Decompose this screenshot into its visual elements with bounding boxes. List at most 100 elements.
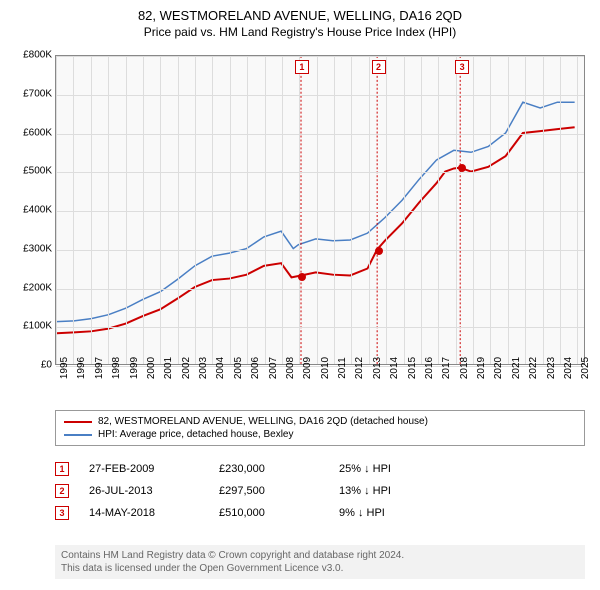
gridline-v bbox=[195, 56, 196, 364]
x-axis-label: 2014 bbox=[389, 357, 400, 379]
sale-price: £510,000 bbox=[219, 507, 339, 519]
gridline-v bbox=[126, 56, 127, 364]
gridline-v bbox=[351, 56, 352, 364]
gridline-v bbox=[56, 56, 57, 364]
sale-date: 14-MAY-2018 bbox=[89, 507, 219, 519]
legend-swatch-hpi bbox=[64, 434, 92, 436]
sale-date: 26-JUL-2013 bbox=[89, 485, 219, 497]
x-axis-label: 1998 bbox=[111, 357, 122, 379]
sale-price: £297,500 bbox=[219, 485, 339, 497]
gridline-v bbox=[265, 56, 266, 364]
x-axis-label: 2003 bbox=[198, 357, 209, 379]
y-axis-label: £500K bbox=[7, 166, 52, 177]
gridline-v bbox=[317, 56, 318, 364]
sale-price: £230,000 bbox=[219, 463, 339, 475]
gridline-v bbox=[525, 56, 526, 364]
gridline-v bbox=[404, 56, 405, 364]
gridline-v bbox=[299, 56, 300, 364]
attribution-footer: Contains HM Land Registry data © Crown c… bbox=[55, 545, 585, 579]
footer-line-1: Contains HM Land Registry data © Crown c… bbox=[61, 549, 579, 562]
x-axis-label: 2005 bbox=[233, 357, 244, 379]
sale-row: 314-MAY-2018£510,0009% ↓ HPI bbox=[55, 502, 585, 524]
y-axis-label: £300K bbox=[7, 243, 52, 254]
sale-diff: 13% ↓ HPI bbox=[339, 485, 459, 497]
x-axis-label: 2006 bbox=[250, 357, 261, 379]
x-axis-label: 2017 bbox=[441, 357, 452, 379]
sale-diff: 25% ↓ HPI bbox=[339, 463, 459, 475]
marker-dot bbox=[298, 273, 306, 281]
gridline-v bbox=[490, 56, 491, 364]
x-axis-label: 2018 bbox=[459, 357, 470, 379]
gridline-v bbox=[73, 56, 74, 364]
gridline-h bbox=[56, 289, 584, 290]
legend-row-property: 82, WESTMORELAND AVENUE, WELLING, DA16 2… bbox=[64, 415, 576, 428]
gridline-v bbox=[543, 56, 544, 364]
gridline-v bbox=[560, 56, 561, 364]
marker-dot bbox=[375, 247, 383, 255]
gridline-h bbox=[56, 95, 584, 96]
legend-row-hpi: HPI: Average price, detached house, Bexl… bbox=[64, 428, 576, 441]
gridline-v bbox=[369, 56, 370, 364]
legend-label-hpi: HPI: Average price, detached house, Bexl… bbox=[98, 429, 294, 440]
sale-row: 2 26-JUL-2013£297,50013% ↓ HPI bbox=[55, 480, 585, 502]
marker-box: 3 bbox=[455, 60, 469, 74]
gridline-h bbox=[56, 134, 584, 135]
marker-box: 2 bbox=[372, 60, 386, 74]
gridline-h bbox=[56, 56, 584, 57]
x-axis-label: 2010 bbox=[320, 357, 331, 379]
x-axis-label: 2015 bbox=[407, 357, 418, 379]
y-axis-label: £700K bbox=[7, 88, 52, 99]
chart-svg bbox=[56, 56, 584, 364]
x-axis-label: 1999 bbox=[129, 357, 140, 379]
gridline-v bbox=[334, 56, 335, 364]
sale-date: 27-FEB-2009 bbox=[89, 463, 219, 475]
x-axis-label: 1997 bbox=[94, 357, 105, 379]
marker-dot bbox=[458, 164, 466, 172]
x-axis-label: 2001 bbox=[163, 357, 174, 379]
x-axis-label: 1995 bbox=[59, 357, 70, 379]
gridline-v bbox=[160, 56, 161, 364]
gridline-v bbox=[230, 56, 231, 364]
legend-swatch-property bbox=[64, 421, 92, 423]
gridline-v bbox=[282, 56, 283, 364]
x-axis-label: 2002 bbox=[181, 357, 192, 379]
x-axis-label: 2019 bbox=[476, 357, 487, 379]
gridline-v bbox=[247, 56, 248, 364]
footer-line-2: This data is licensed under the Open Gov… bbox=[61, 562, 579, 575]
y-axis-label: £200K bbox=[7, 282, 52, 293]
x-axis-label: 2021 bbox=[511, 357, 522, 379]
legend: 82, WESTMORELAND AVENUE, WELLING, DA16 2… bbox=[55, 410, 585, 446]
gridline-v bbox=[386, 56, 387, 364]
x-axis-label: 2000 bbox=[146, 357, 157, 379]
x-axis-label: 2007 bbox=[268, 357, 279, 379]
gridline-v bbox=[438, 56, 439, 364]
x-axis-label: 2024 bbox=[563, 357, 574, 379]
gridline-v bbox=[143, 56, 144, 364]
gridline-v bbox=[421, 56, 422, 364]
chart-subtitle: Price paid vs. HM Land Registry's House … bbox=[0, 23, 600, 39]
gridline-v bbox=[178, 56, 179, 364]
gridline-v bbox=[91, 56, 92, 364]
gridline-h bbox=[56, 250, 584, 251]
y-axis-label: £800K bbox=[7, 50, 52, 61]
x-axis-label: 2023 bbox=[546, 357, 557, 379]
x-axis-label: 2011 bbox=[337, 357, 348, 379]
y-axis-label: £400K bbox=[7, 205, 52, 216]
sale-row: 1 27-FEB-2009£230,00025% ↓ HPI bbox=[55, 458, 585, 480]
gridline-h bbox=[56, 327, 584, 328]
sales-table: 1 27-FEB-2009£230,00025% ↓ HPI 2 26-JUL-201… bbox=[55, 458, 585, 524]
chart-plot-area: 1 2 3 bbox=[55, 55, 585, 365]
x-axis-label: 2016 bbox=[424, 357, 435, 379]
gridline-h bbox=[56, 211, 584, 212]
gridline-v bbox=[473, 56, 474, 364]
sale-marker: 2 bbox=[55, 484, 69, 498]
sale-marker: 1 bbox=[55, 462, 69, 476]
x-axis-label: 2020 bbox=[493, 357, 504, 379]
x-axis-label: 2022 bbox=[528, 357, 539, 379]
x-axis-label: 2013 bbox=[372, 357, 383, 379]
y-axis-label: £0 bbox=[7, 360, 52, 371]
marker-box: 1 bbox=[295, 60, 309, 74]
chart-container: 82, WESTMORELAND AVENUE, WELLING, DA16 2… bbox=[0, 0, 600, 590]
gridline-v bbox=[508, 56, 509, 364]
gridline-v bbox=[577, 56, 578, 364]
